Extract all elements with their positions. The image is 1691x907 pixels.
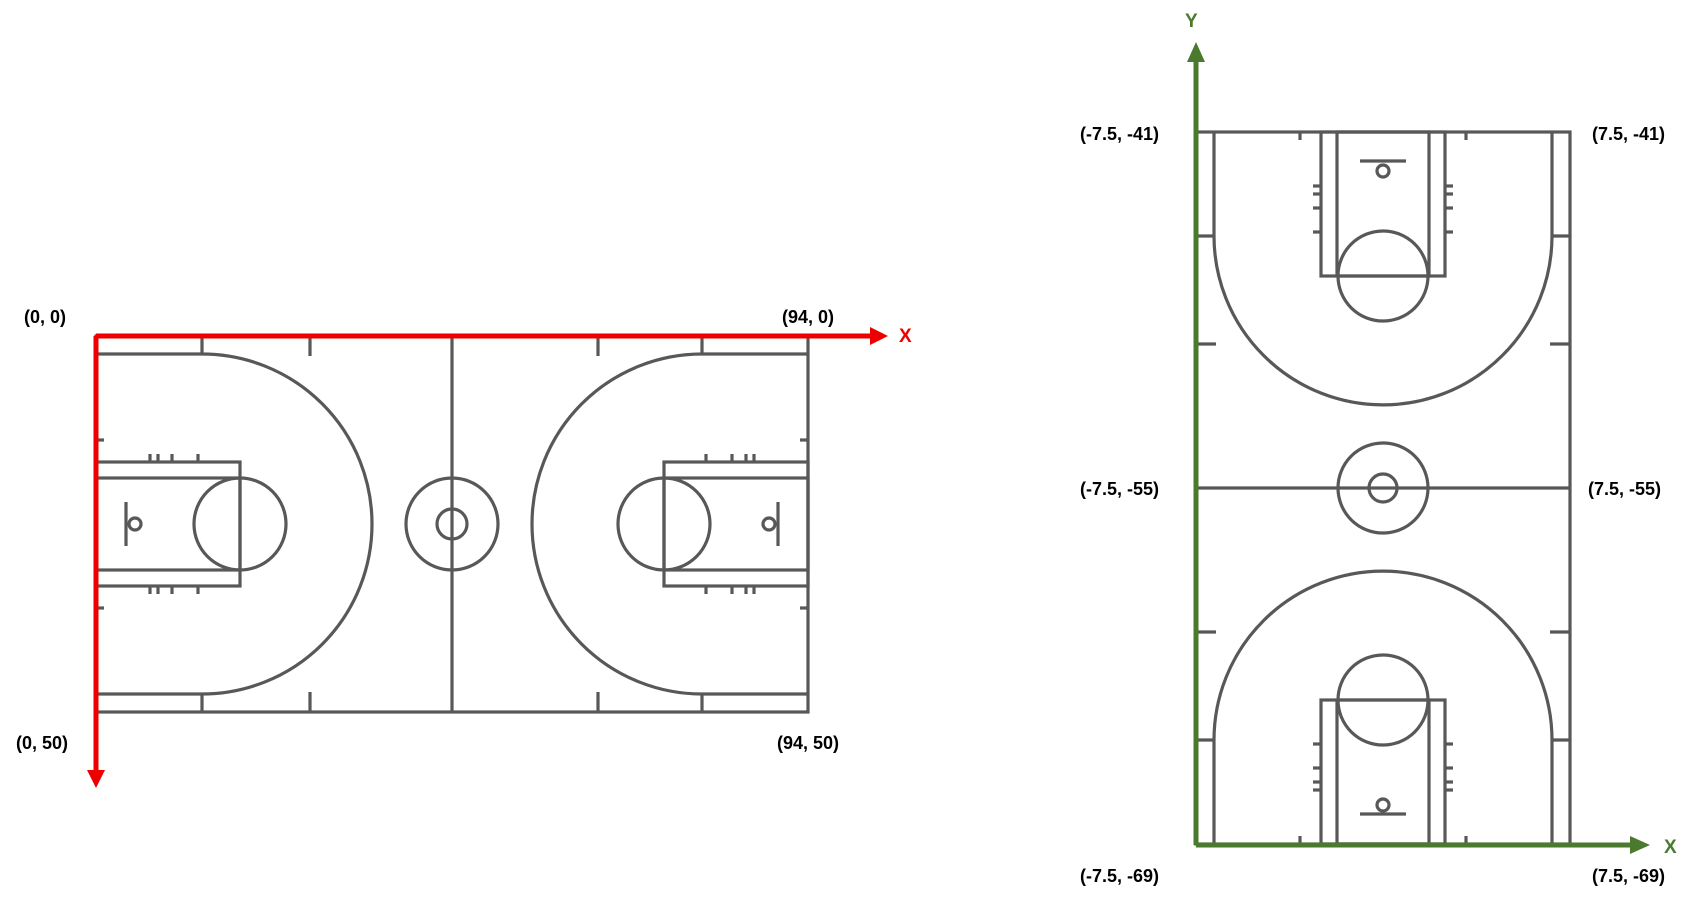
lane-outer-top — [1319, 130, 1447, 278]
three-point-arc-left — [96, 352, 374, 696]
lane-outer-right — [662, 460, 810, 588]
corner-label-bottom-left: (-7.5, -69) — [1080, 866, 1159, 886]
corner-label-mid-left: (-7.5, -55) — [1080, 479, 1159, 499]
rim-top — [1375, 163, 1391, 179]
rim-right — [761, 516, 777, 532]
corner-label-bottom-left: (0, 50) — [16, 733, 68, 753]
lane-inner-right — [662, 476, 810, 572]
bottom-half-markings — [1196, 569, 1570, 846]
free-throw-circle-left — [192, 476, 288, 572]
y-axis-label: Y — [1185, 11, 1198, 32]
free-throw-circle-right — [616, 476, 712, 572]
free-throw-circle-top — [1336, 229, 1430, 323]
lane-inner-bottom — [1335, 698, 1431, 846]
three-point-arc-bottom — [1212, 569, 1554, 844]
y-axis-arrowhead — [1187, 42, 1205, 62]
center-circle — [1336, 441, 1430, 535]
top-half-markings — [1196, 130, 1570, 407]
corner-label-top-left: (-7.5, -41) — [1080, 124, 1159, 144]
center-inner-circle — [1367, 472, 1399, 504]
x-axis-label: X — [899, 326, 912, 347]
left-axes: X — [87, 326, 912, 788]
three-point-arc-top — [1212, 132, 1554, 407]
lane-inner-top — [1335, 130, 1431, 278]
right-half-markings — [530, 336, 810, 712]
corner-label-top-right: (7.5, -41) — [1592, 124, 1665, 144]
rim-left — [127, 516, 143, 532]
lane-outer-left — [94, 460, 242, 588]
left-half-markings — [94, 336, 374, 712]
three-point-arc-right — [530, 352, 808, 696]
center-inner-circle — [435, 507, 469, 541]
free-throw-circle-bottom — [1336, 653, 1430, 747]
corner-label-top-left: (0, 0) — [24, 307, 66, 327]
y-axis-arrowhead — [87, 770, 105, 788]
rim-bottom — [1375, 797, 1391, 813]
lane-inner-left — [94, 476, 242, 572]
x-axis-arrowhead — [1630, 836, 1650, 854]
corner-label-top-right: (94, 0) — [782, 307, 834, 327]
corner-label-bottom-right: (94, 50) — [777, 733, 839, 753]
horizontal-court — [94, 334, 810, 714]
center-circle — [404, 476, 500, 572]
lane-outer-bottom — [1319, 698, 1447, 846]
right-axes: Y X — [1185, 11, 1677, 858]
vertical-court — [1194, 130, 1572, 846]
x-axis-arrowhead — [870, 327, 888, 345]
corner-label-bottom-right: (7.5, -69) — [1592, 866, 1665, 886]
x-axis-label: X — [1664, 837, 1677, 858]
corner-label-mid-right: (7.5, -55) — [1588, 479, 1661, 499]
